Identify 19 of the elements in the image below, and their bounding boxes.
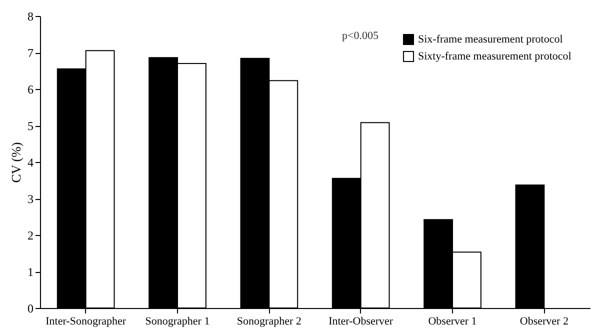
y-tick-label: 6	[28, 82, 34, 96]
legend-label: Six-frame measurement protocol	[418, 34, 563, 46]
x-tick-label: Sonographer 1	[145, 316, 210, 328]
x-tick-label: Sonographer 2	[236, 316, 302, 328]
x-tick-label: Inter-Observer	[328, 316, 394, 328]
y-tick-label: 0	[28, 302, 34, 316]
y-tick-label: 8	[28, 10, 34, 24]
y-tick-label: 7	[28, 46, 34, 60]
x-tick-label: Observer 1	[428, 316, 477, 328]
annotation: p<0.005	[342, 30, 378, 42]
y-tick-label: 3	[28, 192, 34, 206]
x-tick-label: Observer 2	[520, 316, 568, 328]
x-tick-label: Inter-Sonographer	[46, 316, 126, 328]
y-tick-label: 5	[28, 119, 34, 133]
y-tick-label: 4	[28, 156, 34, 170]
legend-label: Sixty-frame measurement protocol	[418, 50, 572, 62]
y-tick-label: 2	[28, 228, 34, 242]
y-tick-label: 1	[28, 265, 34, 279]
y-axis-title: CV (%)	[8, 142, 24, 183]
